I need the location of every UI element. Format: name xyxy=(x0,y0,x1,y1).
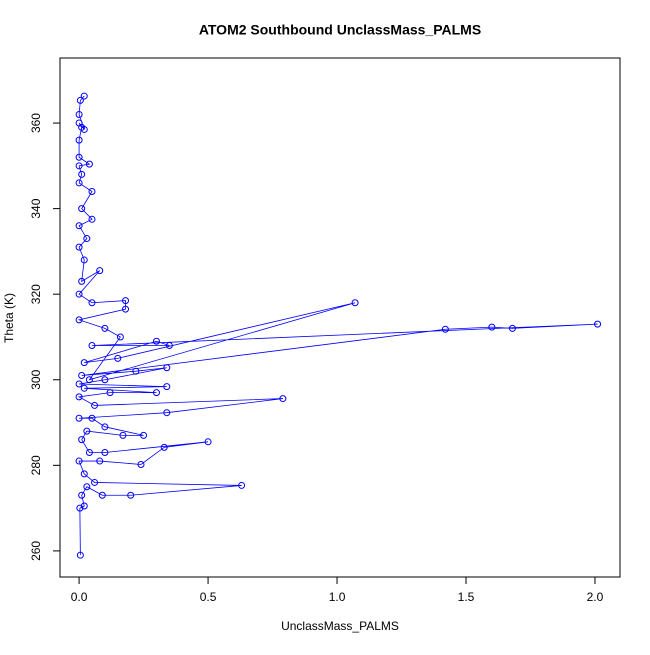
data-point xyxy=(137,460,145,468)
data-point xyxy=(75,119,83,127)
data-point xyxy=(75,110,83,118)
data-point xyxy=(75,316,83,324)
data-point xyxy=(441,325,449,333)
data-point xyxy=(78,436,86,444)
data-point xyxy=(488,323,496,331)
y-tick-label: 300 xyxy=(29,369,43,389)
data-point xyxy=(76,96,84,104)
data-point xyxy=(88,187,96,195)
data-point xyxy=(83,235,91,243)
data-point xyxy=(88,414,96,422)
data-point xyxy=(75,162,83,170)
data-point xyxy=(101,423,109,431)
data-point xyxy=(80,359,88,367)
data-point xyxy=(80,92,88,100)
plot-frame xyxy=(59,57,621,578)
data-point xyxy=(152,337,160,345)
data-point xyxy=(91,478,99,486)
data-point xyxy=(78,277,86,285)
data-point xyxy=(238,481,246,489)
data-point xyxy=(204,438,212,446)
data-point xyxy=(83,427,91,435)
data-line xyxy=(77,95,598,556)
data-point xyxy=(80,502,88,510)
data-point xyxy=(122,297,130,305)
data-point xyxy=(76,504,84,512)
data-point xyxy=(80,470,88,478)
data-point xyxy=(75,457,83,465)
data-point xyxy=(114,354,122,362)
y-tick-label: 260 xyxy=(29,541,43,561)
x-axis-label: UnclassMass_PALMS xyxy=(281,619,399,633)
chart-title: ATOM2 Southbound UnclassMass_PALMS xyxy=(199,22,481,38)
data-point xyxy=(127,491,135,499)
data-point xyxy=(80,384,88,392)
y-axis-label: Theta (K) xyxy=(2,293,16,343)
data-point xyxy=(140,431,148,439)
data-point xyxy=(75,393,83,401)
data-point xyxy=(96,267,104,275)
data-point xyxy=(78,170,86,178)
data-point xyxy=(78,205,86,213)
data-point xyxy=(101,324,109,332)
data-point xyxy=(508,324,516,332)
data-point xyxy=(88,342,96,350)
data-point xyxy=(83,483,91,491)
data-point xyxy=(80,256,88,264)
data-point xyxy=(116,333,124,341)
data-point xyxy=(279,395,287,403)
y-tick-label: 340 xyxy=(29,198,43,218)
data-point xyxy=(91,401,99,409)
y-tick-label: 360 xyxy=(29,113,43,133)
data-point xyxy=(78,491,86,499)
data-point xyxy=(351,299,359,307)
data-point xyxy=(96,457,104,465)
data-point xyxy=(132,367,140,375)
data-point xyxy=(106,389,114,397)
y-tick-label: 320 xyxy=(29,284,43,304)
data-point xyxy=(75,222,83,230)
data-point xyxy=(163,383,171,391)
data-point xyxy=(80,125,88,133)
data-point xyxy=(76,551,84,559)
data-point xyxy=(101,376,109,384)
data-point xyxy=(85,160,93,168)
data-point xyxy=(75,243,83,251)
data-point xyxy=(75,136,83,144)
data-point xyxy=(122,305,130,313)
data-point xyxy=(163,364,171,372)
data-point xyxy=(85,448,93,456)
data-point xyxy=(75,380,83,388)
data-point xyxy=(88,299,96,307)
data-point xyxy=(152,389,160,397)
data-point xyxy=(98,491,106,499)
x-tick-label: 0.0 xyxy=(71,590,88,604)
x-tick-label: 1.0 xyxy=(329,590,346,604)
data-point xyxy=(165,342,173,350)
data-point xyxy=(119,431,127,439)
data-point xyxy=(160,443,168,451)
data-point xyxy=(594,320,602,328)
data-point xyxy=(101,448,109,456)
x-tick-label: 2.0 xyxy=(587,590,604,604)
data-point xyxy=(75,153,83,161)
data-point xyxy=(88,215,96,223)
data-point xyxy=(163,409,171,417)
data-point xyxy=(85,376,93,384)
y-tick-label: 280 xyxy=(29,455,43,475)
data-point xyxy=(75,179,83,187)
data-point xyxy=(78,371,86,379)
data-point xyxy=(75,290,83,298)
data-point xyxy=(75,414,83,422)
x-tick-label: 0.5 xyxy=(200,590,217,604)
x-tick-label: 1.5 xyxy=(458,590,475,604)
